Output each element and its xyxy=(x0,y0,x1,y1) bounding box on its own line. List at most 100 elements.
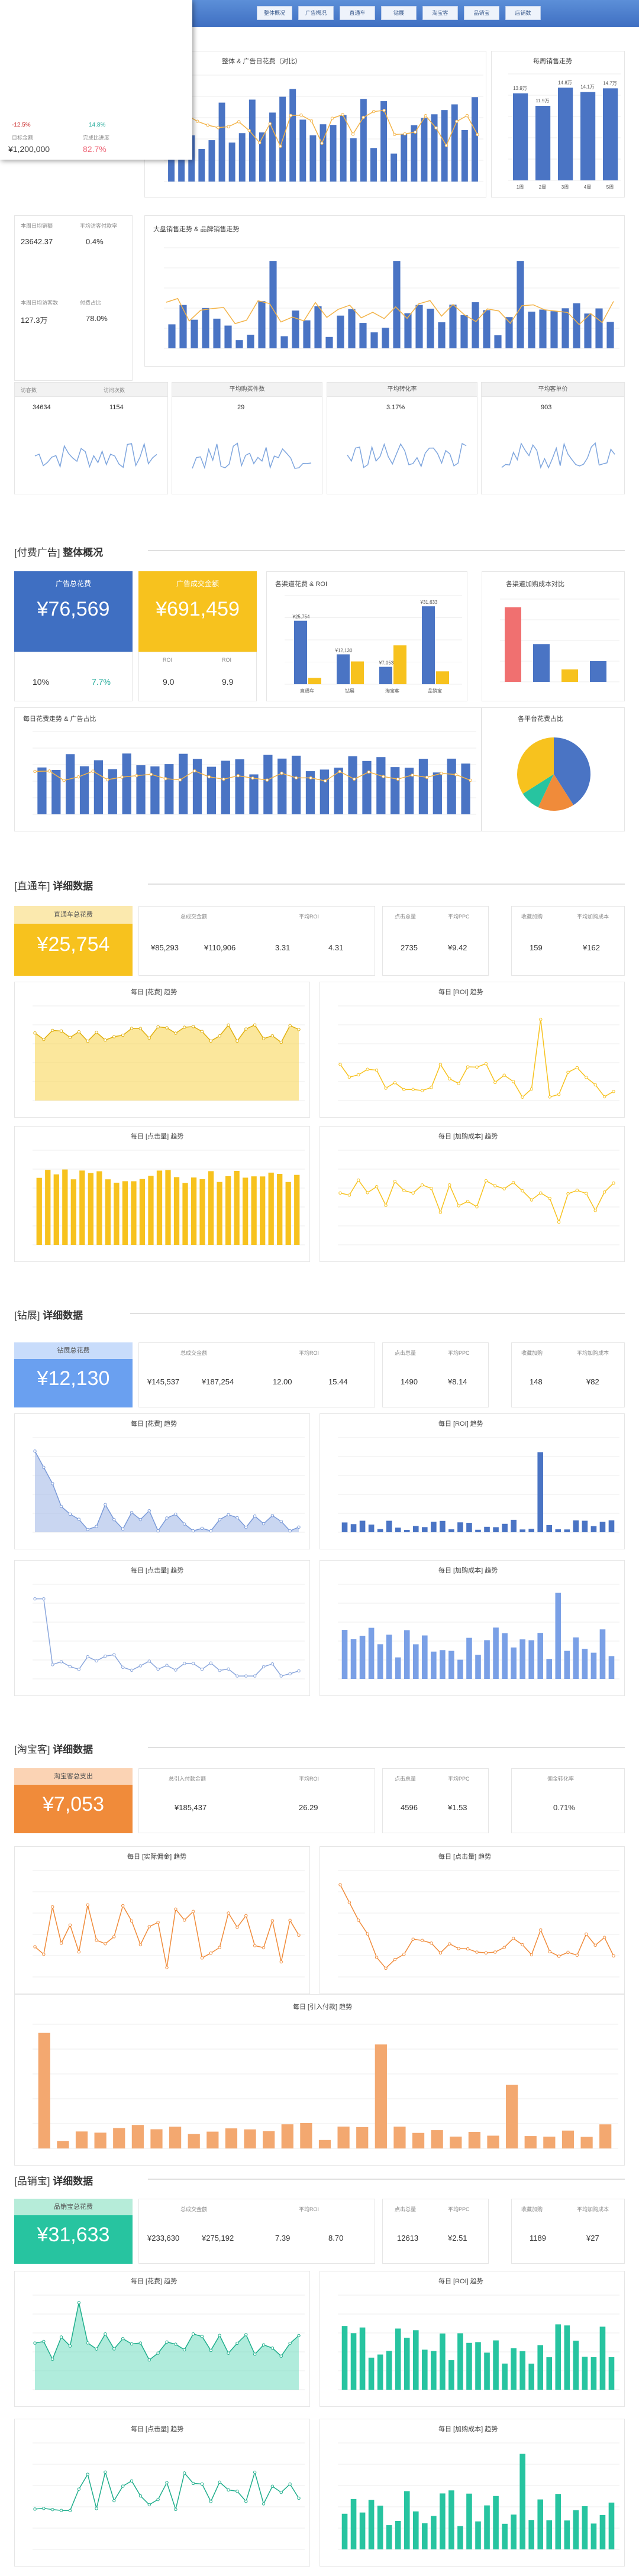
nav-tab[interactable]: 店铺数 xyxy=(505,6,541,20)
nav-tab[interactable]: 淘宝客 xyxy=(422,6,458,20)
point xyxy=(425,775,429,779)
series-line xyxy=(34,1904,299,1968)
bar xyxy=(440,1520,446,1532)
chart-title: 每日花费走势 & 广告占比 xyxy=(23,716,96,723)
bar-label: ¥7,053 xyxy=(379,661,394,666)
bar xyxy=(94,2132,106,2148)
bar xyxy=(368,2357,375,2390)
pie-slice xyxy=(538,774,574,811)
bar xyxy=(421,1635,428,1679)
ztc-spend-tile: 直通车总花费 ¥25,754 xyxy=(14,906,133,976)
nav-tab[interactable]: 整体概况 xyxy=(257,6,292,20)
point xyxy=(174,1907,178,1911)
point xyxy=(209,2500,213,2503)
point xyxy=(366,1932,369,1936)
point xyxy=(612,1089,615,1093)
point xyxy=(62,778,66,782)
point xyxy=(454,773,458,776)
point xyxy=(77,1030,81,1034)
point xyxy=(209,1661,213,1665)
bar xyxy=(376,757,386,814)
point xyxy=(262,1037,266,1040)
point xyxy=(86,1528,89,1532)
bar xyxy=(208,1171,214,1245)
bar xyxy=(590,1526,597,1532)
nav-tab[interactable]: 品销宝 xyxy=(464,6,499,20)
bar xyxy=(221,760,230,814)
bar xyxy=(277,758,287,814)
point xyxy=(130,2342,134,2346)
point xyxy=(539,1018,543,1021)
divider xyxy=(148,1747,625,1748)
point xyxy=(270,2484,275,2488)
point xyxy=(244,1914,248,1918)
point xyxy=(475,1065,479,1069)
area-fill xyxy=(35,2302,299,2390)
market-trend-card: 大盘销售走势 & 品牌销售走势 xyxy=(144,215,625,367)
bar xyxy=(595,308,603,348)
bar xyxy=(380,101,388,182)
point xyxy=(138,2494,143,2498)
bar xyxy=(493,1627,499,1679)
bar xyxy=(218,102,225,182)
bar xyxy=(440,2493,446,2549)
mini-value: 3.17% xyxy=(386,404,405,411)
point xyxy=(104,1038,107,1042)
tbk-click-kpis: 点击总量 平均PPC 4596 ¥1.53 xyxy=(382,1768,489,1833)
point xyxy=(262,1946,266,1950)
point xyxy=(289,114,293,117)
point xyxy=(548,1095,551,1099)
bar xyxy=(228,143,235,182)
point xyxy=(218,1946,221,1949)
point xyxy=(420,1089,424,1092)
kpi-value: 0.4% xyxy=(86,237,104,246)
bar xyxy=(341,2513,348,2549)
point xyxy=(165,1516,169,1520)
point xyxy=(191,2481,195,2486)
divider xyxy=(148,884,625,885)
point xyxy=(288,1529,292,1533)
point xyxy=(138,1027,143,1030)
bar xyxy=(404,2338,410,2390)
bar xyxy=(484,1640,490,1679)
bar xyxy=(475,1529,481,1532)
bar xyxy=(165,1170,171,1245)
bar xyxy=(281,2124,293,2148)
bar xyxy=(263,755,273,814)
point xyxy=(440,772,443,775)
mini-line-chart xyxy=(192,442,312,470)
mini-label: 平均客单价 xyxy=(482,383,624,397)
point xyxy=(42,1952,46,1956)
tbk-commission-card: 每日 [实际佣金] 趋势 xyxy=(14,1846,310,1994)
point xyxy=(51,1663,54,1666)
tick-label: 5周 xyxy=(606,185,614,190)
point xyxy=(612,1181,615,1185)
point xyxy=(493,1950,497,1954)
nav-tab[interactable]: 广告概况 xyxy=(298,6,334,20)
bar xyxy=(599,1522,606,1532)
point xyxy=(338,1191,342,1195)
point xyxy=(511,1080,515,1083)
bar xyxy=(511,1519,517,1532)
bar xyxy=(386,1520,392,1532)
point xyxy=(375,1185,379,1189)
point xyxy=(288,1024,292,1027)
nav-tab[interactable]: 直通车 xyxy=(340,6,375,20)
point xyxy=(183,1025,186,1029)
bar xyxy=(608,1520,615,1532)
kpi-label: 本周日均销额 xyxy=(21,223,53,229)
bar xyxy=(269,261,277,348)
bar xyxy=(608,1656,615,1679)
bar xyxy=(564,2520,570,2549)
bar xyxy=(37,767,47,814)
bar xyxy=(506,2085,518,2148)
bar xyxy=(259,132,266,182)
point xyxy=(270,1662,275,1666)
series-line xyxy=(340,1019,614,1098)
point xyxy=(353,777,356,781)
bar xyxy=(105,1179,111,1245)
bar xyxy=(269,112,276,182)
bar xyxy=(404,1529,410,1532)
nav-tab[interactable]: 钻展 xyxy=(381,6,417,20)
point xyxy=(465,114,469,118)
